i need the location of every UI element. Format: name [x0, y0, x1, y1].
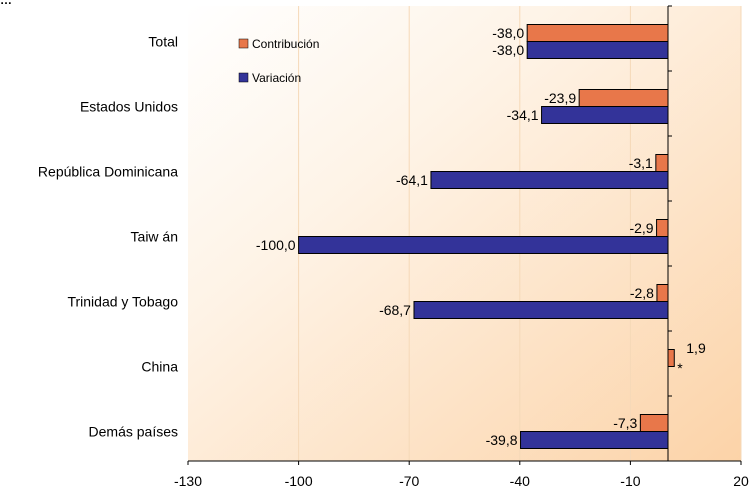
data-label: -38,0: [492, 42, 524, 58]
data-label: -3,1: [629, 155, 653, 171]
data-label: -2,9: [629, 220, 653, 236]
bar-contribución: [526, 24, 669, 42]
category-label: China: [141, 359, 178, 375]
bar-variación: [298, 236, 669, 254]
data-label: -64,1: [396, 172, 428, 188]
bar-variación: [413, 301, 669, 319]
data-label: -7,3: [613, 415, 637, 431]
x-tick-label: -10: [620, 473, 640, 489]
bar-variación: [541, 106, 669, 124]
x-tick-label: -130: [174, 473, 202, 489]
clipped-header-text: …: [0, 0, 12, 7]
bars: -38,0-38,0 -23,9 -34,1 -3,1 -64,1 -2,9 -100,0 -…: [256, 24, 706, 449]
plot-area: [188, 6, 741, 461]
category-label: Estados Unidos: [80, 99, 178, 115]
legend-label: Contribución: [252, 37, 319, 51]
category-label: Demás países: [89, 424, 178, 440]
legend-swatch: [238, 72, 249, 83]
axis: -130 -100 -70 -40 -10 20: [174, 5, 749, 489]
bar-variación: [430, 171, 669, 189]
bar-contribución: [656, 284, 669, 302]
bar-contribución: [656, 219, 669, 237]
category-label: Total: [148, 34, 178, 50]
annotation-asterisk: *: [677, 360, 683, 376]
bar-contribución: [578, 89, 669, 107]
bar-variación: [520, 431, 669, 449]
data-label: -34,1: [507, 107, 539, 123]
category-label: República Dominicana: [38, 164, 178, 180]
gridlines: [298, 6, 742, 461]
bar-contribución: [667, 349, 675, 367]
legend-label: Variación: [252, 71, 301, 85]
data-label: -68,7: [379, 302, 411, 318]
x-tick-label: -40: [510, 473, 530, 489]
data-label: -38,0: [492, 25, 524, 41]
bar-variación: [526, 41, 669, 59]
category-labels: Total Estados Unidos República Dominicana T…: [38, 34, 178, 440]
data-label: -23,9: [544, 90, 576, 106]
data-label: -100,0: [256, 237, 296, 253]
legend-swatch: [238, 38, 249, 49]
x-tick-label: -70: [399, 473, 419, 489]
bar-contribución: [655, 154, 669, 172]
legend: Contribución Variación: [238, 37, 319, 85]
bar-contribución: [639, 414, 669, 432]
x-tick-label: -100: [285, 473, 313, 489]
category-label: Taiw án: [131, 229, 178, 245]
data-label: -39,8: [486, 432, 518, 448]
data-label: 1,9: [686, 340, 706, 356]
x-tick-label: 20: [733, 473, 749, 489]
category-label: Trinidad y Tobago: [67, 294, 178, 310]
data-label: -2,8: [630, 285, 654, 301]
